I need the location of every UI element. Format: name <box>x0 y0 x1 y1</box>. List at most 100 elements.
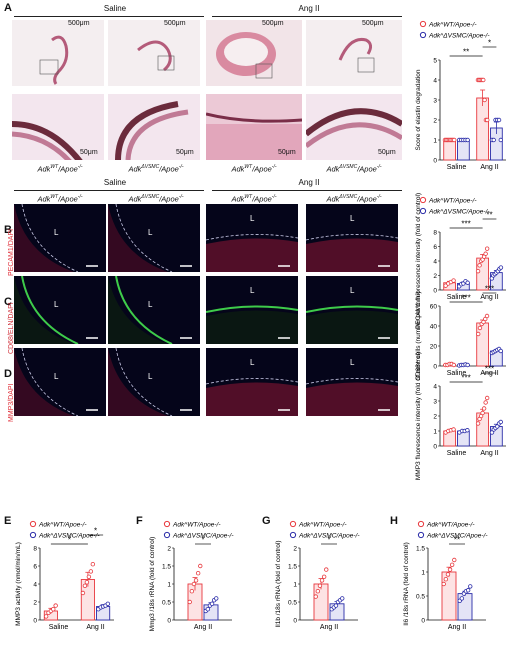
fluorescence-tile: L <box>14 348 106 416</box>
y-tick-label: 1 <box>293 581 297 588</box>
scale-label: 50μm <box>80 149 98 156</box>
data-point <box>452 557 457 563</box>
legend-label: Adk^WT/Apoe-/- <box>172 521 221 528</box>
legend-marker <box>163 520 171 528</box>
scale-label: 500μm <box>262 20 284 27</box>
panel-label-f: F <box>136 515 143 527</box>
y-tick-label: 20 <box>430 343 438 350</box>
data-point <box>84 580 90 585</box>
x-tick-label: Ang II <box>480 450 498 457</box>
y-tick-label: 1.5 <box>162 563 171 570</box>
significance-label: * <box>327 536 330 545</box>
fluorescence-tile: L <box>206 276 298 344</box>
scale-label: 50μm <box>176 149 194 156</box>
data-point <box>51 607 56 612</box>
y-axis-label: Score of elastin degradation <box>415 69 422 150</box>
data-point <box>315 589 321 594</box>
histology-tile-a1 <box>12 20 104 86</box>
data-point <box>447 567 453 572</box>
data-point <box>90 562 96 567</box>
data-point <box>498 137 504 143</box>
y-tick-label: 2 <box>433 117 437 124</box>
significance-label: *** <box>461 294 470 303</box>
zoom-tile-a1 <box>12 94 104 160</box>
y-tick-label: 2 <box>433 413 437 420</box>
panel-label-b: B <box>4 224 12 236</box>
y-tick-label: 1 <box>421 569 425 576</box>
data-point <box>465 428 470 433</box>
y-axis-label: Il6 /18s rRNA (fold of control) <box>403 542 410 625</box>
data-point <box>480 410 485 416</box>
y-tick-label: 1 <box>167 581 171 588</box>
fluorescence-tile: L <box>306 204 398 272</box>
scale-label: 500μm <box>68 20 90 27</box>
bar <box>443 139 456 161</box>
panel-label-g: G <box>262 515 271 527</box>
x-tick-label: Saline <box>447 294 467 301</box>
bar <box>457 139 470 161</box>
significance-label: *** <box>461 374 470 383</box>
scale-label: 50μm <box>378 149 396 156</box>
genotype-label: AdkΔVSMC/Apoe-/- <box>326 194 382 204</box>
legend-label: Adk^ΔVSMC/Apoe-/- <box>298 532 360 539</box>
data-point <box>475 331 481 337</box>
data-point <box>451 362 457 368</box>
legend-label: Adk^ΔVSMC/Apoe-/- <box>38 532 100 539</box>
data-point <box>205 607 211 612</box>
y-tick-label: 1.5 <box>416 545 425 552</box>
y-tick-label: 2 <box>33 599 37 606</box>
data-point <box>475 421 481 426</box>
data-point <box>451 278 456 283</box>
y-tick-label: 0 <box>167 617 171 624</box>
y-axis-label: Mmp3 /18s rRNA (fold of control) <box>149 537 156 632</box>
zoom-tile-a4 <box>306 94 402 160</box>
data-point <box>483 251 488 256</box>
data-point <box>491 137 496 143</box>
data-point <box>187 599 192 605</box>
data-point <box>191 581 197 587</box>
legend-label: Adk^ΔVSMC/Apoe-/- <box>428 208 490 215</box>
data-point <box>468 584 473 589</box>
significance-label: *** <box>461 220 470 229</box>
x-tick-label: Saline <box>447 450 467 457</box>
y-tick-label: 8 <box>33 545 37 552</box>
legend-label: Adk^ΔVSMC/Apoe-/- <box>172 532 234 539</box>
lumen-label: L <box>350 358 355 367</box>
significance-label: ** <box>486 211 492 220</box>
scale-label: 50μm <box>278 149 296 156</box>
lumen-label: L <box>250 358 255 367</box>
data-point <box>459 596 465 601</box>
fluorescence-tile: L <box>108 276 200 344</box>
group-header-saline: Saline <box>103 178 127 187</box>
y-axis-label: PECAM1 fluorescence intensity (fold of c… <box>415 193 422 329</box>
genotype-label: AdkWT/Apoe-/- <box>37 194 83 204</box>
data-point <box>465 137 470 143</box>
data-point <box>465 588 471 593</box>
x-tick-label: Saline <box>49 624 69 631</box>
legend-label: Adk^WT/Apoe-/- <box>428 21 477 28</box>
lumen-label: L <box>250 214 255 223</box>
y-tick-label: 1 <box>433 428 437 435</box>
y-tick-label: 4 <box>33 581 37 588</box>
genotype-label: AdkΔVSMC/Apoe-/- <box>128 164 184 174</box>
zoom-tile-a2 <box>108 94 200 160</box>
x-tick-label: Saline <box>447 164 467 171</box>
data-point <box>214 596 219 601</box>
lumen-label: L <box>54 300 59 309</box>
data-point <box>451 427 456 432</box>
y-tick-label: 0 <box>293 617 297 624</box>
genotype-label: AdkΔVSMC/Apoe-/- <box>326 164 382 174</box>
data-point <box>193 578 199 583</box>
x-tick-label: Ang II <box>194 624 212 631</box>
fluorescence-tile: L <box>14 204 106 272</box>
data-point <box>477 325 483 331</box>
group-line <box>212 16 402 17</box>
lumen-label: L <box>350 286 355 295</box>
group-header-saline: Saline <box>103 4 127 13</box>
y-tick-label: 40 <box>430 323 438 330</box>
group-header-angii: Ang II <box>298 4 320 13</box>
data-point <box>209 601 215 606</box>
lumen-label: L <box>148 300 153 309</box>
data-point <box>484 313 490 319</box>
